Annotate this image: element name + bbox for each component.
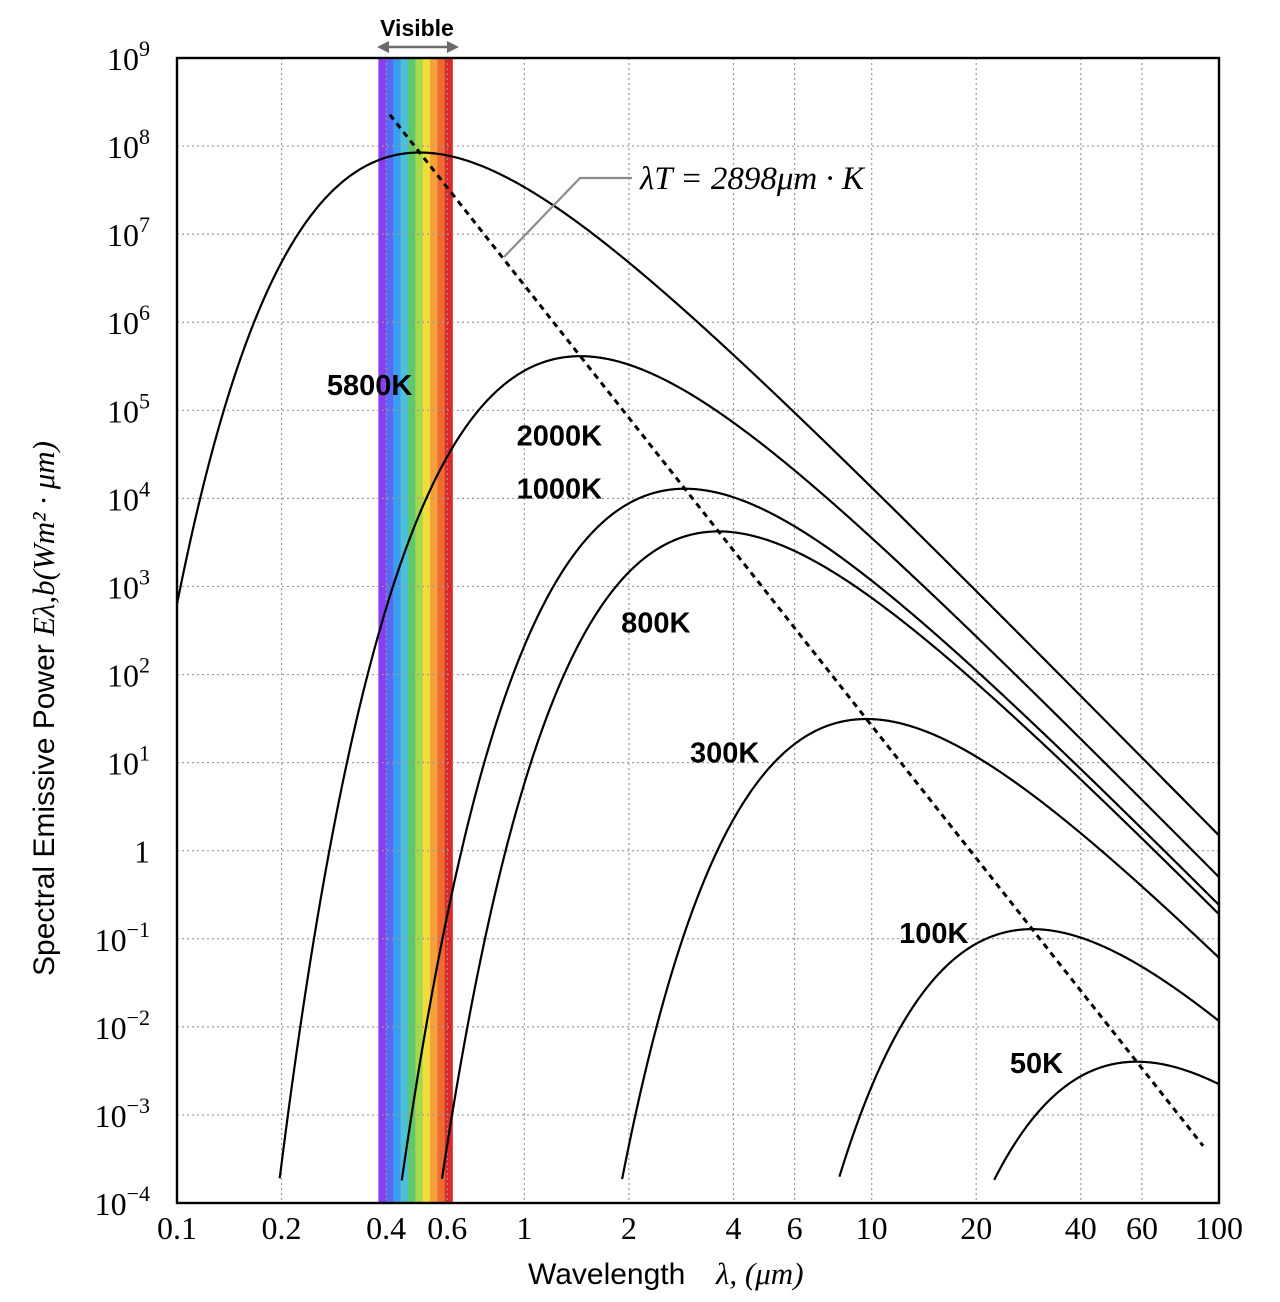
x-tick-label: 40 — [1065, 1210, 1097, 1246]
curve-800k — [440, 530, 1220, 1180]
y-tick-label: 10−4 — [95, 1181, 150, 1222]
y-axis-title: Spectral Emissive Power — [28, 644, 61, 976]
y-tick-label: 101 — [107, 741, 150, 782]
visible-band-label: Visible — [380, 15, 454, 41]
y-tick-label: 109 — [107, 36, 150, 77]
curve-5800k — [175, 151, 1220, 837]
visible-band-stripe — [385, 58, 394, 1203]
curve-2000k — [278, 355, 1220, 1179]
curve-label-1000k: 1000K — [517, 473, 603, 505]
visible-band-stripe — [430, 58, 439, 1203]
y-tick-label: 106 — [107, 300, 150, 341]
x-axis-title: Wavelength — [528, 1258, 685, 1291]
y-tick-label: 10−3 — [95, 1093, 150, 1134]
y-tick-label: 108 — [107, 124, 150, 165]
visible-band-stripe — [422, 58, 431, 1203]
wien-dashed-line — [388, 113, 1205, 1147]
curve-300k — [621, 717, 1220, 1180]
plot-frame — [175, 56, 1221, 1205]
y-tick-label: 102 — [107, 653, 150, 694]
x-tick-label: 2 — [621, 1210, 637, 1246]
y-tick-label: 107 — [107, 212, 150, 253]
y-tick-label: 105 — [107, 388, 150, 429]
y-axis-symbol: Eλ,b(Wm² · μm) — [26, 441, 61, 637]
visible-band-stripe — [400, 58, 409, 1203]
visible-band-stripe — [444, 58, 453, 1203]
y-tick-label: 10−2 — [95, 1005, 150, 1046]
x-tick-label: 100 — [1195, 1210, 1243, 1246]
y-tick-label: 103 — [107, 564, 150, 605]
x-axis-symbol: λ, (μm) — [715, 1256, 804, 1291]
wien-annotation: λT = 2898μm · K — [639, 161, 866, 197]
visible-band-stripe — [407, 58, 416, 1203]
visible-band-stripe — [378, 58, 387, 1203]
visible-band-stripe — [437, 58, 446, 1203]
curve-label-2000k: 2000K — [517, 420, 603, 452]
x-tick-label: 0.4 — [366, 1210, 406, 1246]
curve-label-5800k: 5800K — [327, 370, 413, 402]
x-tick-label: 20 — [960, 1210, 992, 1246]
curve-label-800k: 800K — [621, 608, 690, 640]
curve-label-300k: 300K — [690, 738, 759, 770]
curve-label-100k: 100K — [899, 918, 968, 950]
y-tick-label: 104 — [107, 476, 150, 517]
curve-1000k — [400, 487, 1220, 1181]
x-tick-label: 1 — [516, 1210, 532, 1246]
curve-label-50k: 50K — [1010, 1048, 1063, 1080]
visible-band-stripe — [393, 58, 402, 1203]
y-tick-label: 10−1 — [95, 917, 150, 958]
x-tick-label: 0.6 — [427, 1210, 467, 1246]
visible-band — [378, 58, 453, 1203]
curve-labels: 5800K 2000K 1000K 800K 300K 100K 50K — [327, 370, 1063, 1080]
grid — [177, 58, 1219, 1203]
x-tick-label: 60 — [1126, 1210, 1158, 1246]
wien-annotation-leader — [503, 176, 632, 258]
y-tick-labels: 109 108 107 106 105 104 103 102 101 1 10−1 10−2 10−3… — [95, 36, 150, 1222]
x-tick-label: 10 — [856, 1210, 888, 1246]
y-tick-label: 1 — [134, 834, 150, 870]
curve-50k — [993, 1060, 1220, 1181]
x-tick-label: 6 — [787, 1210, 803, 1246]
wien-line — [388, 113, 1205, 1147]
visible-band-stripe — [415, 58, 424, 1203]
x-tick-label: 0.2 — [262, 1210, 302, 1246]
visible-arrow — [377, 41, 459, 53]
x-tick-labels: 0.1 0.2 0.4 0.6 1 2 4 6 10 20 40 60 100 — [157, 1210, 1243, 1246]
x-tick-label: 0.1 — [157, 1210, 197, 1246]
curves — [175, 151, 1220, 1181]
curve-100k — [838, 928, 1220, 1177]
x-tick-label: 4 — [725, 1210, 741, 1246]
